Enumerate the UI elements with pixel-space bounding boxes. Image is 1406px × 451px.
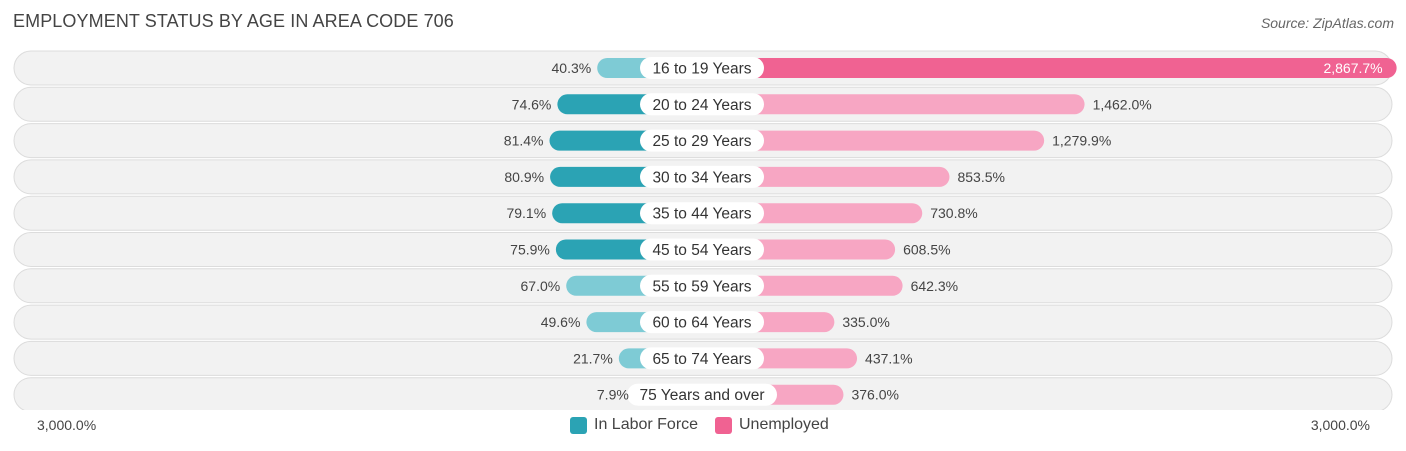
value-label-labor: 75.9% bbox=[510, 242, 550, 258]
category-label: 25 to 29 Years bbox=[652, 133, 751, 150]
legend-label-unemployed: Unemployed bbox=[739, 416, 829, 433]
value-label-unemployed: 437.1% bbox=[865, 350, 912, 366]
bar-unemployed bbox=[702, 94, 1085, 115]
legend-swatch-labor bbox=[570, 416, 587, 434]
category-label: 65 to 74 Years bbox=[652, 351, 751, 368]
category-label: 75 Years and over bbox=[640, 387, 765, 404]
value-label-unemployed: 642.3% bbox=[911, 278, 958, 294]
value-label-unemployed: 1,279.9% bbox=[1052, 133, 1111, 149]
category-pill bbox=[627, 383, 777, 406]
value-label-labor: 80.9% bbox=[504, 169, 544, 185]
category-pill bbox=[640, 347, 764, 370]
axis-max-label: 3,000.0% bbox=[1310, 417, 1370, 433]
value-label-unemployed: 730.8% bbox=[930, 205, 977, 221]
value-label-unemployed: 853.5% bbox=[957, 169, 1004, 185]
value-label-labor: 79.1% bbox=[506, 205, 546, 221]
value-label-unemployed: 1,462.0% bbox=[1093, 96, 1152, 112]
legend-swatch-unemployed bbox=[715, 416, 732, 434]
category-pill bbox=[640, 165, 764, 188]
category-label: 45 to 54 Years bbox=[652, 242, 751, 259]
category-pill bbox=[640, 93, 764, 116]
category-pill bbox=[640, 274, 764, 297]
source-label: Source: ZipAtlas.com bbox=[1260, 15, 1394, 31]
value-label-unemployed: 2,867.7% bbox=[1323, 60, 1382, 76]
value-label-labor: 81.4% bbox=[504, 133, 544, 149]
category-pill bbox=[640, 238, 764, 261]
category-pill bbox=[640, 202, 764, 225]
value-label-unemployed: 376.0% bbox=[851, 387, 898, 403]
category-label: 16 to 19 Years bbox=[652, 61, 751, 78]
category-label: 60 to 64 Years bbox=[652, 315, 751, 332]
category-label: 55 to 59 Years bbox=[652, 278, 751, 295]
category-pill bbox=[640, 129, 764, 152]
legend-item-labor[interactable]: In Labor Force bbox=[570, 416, 698, 434]
bar-unemployed bbox=[702, 130, 1045, 151]
value-label-labor: 67.0% bbox=[521, 278, 561, 294]
category-pill bbox=[640, 57, 764, 79]
value-label-labor: 7.9% bbox=[597, 387, 629, 403]
value-label-unemployed: 608.5% bbox=[903, 242, 950, 258]
value-label-labor: 49.6% bbox=[541, 314, 581, 330]
category-label: 35 to 44 Years bbox=[652, 206, 751, 223]
legend: In Labor Force Unemployed bbox=[0, 414, 1406, 438]
value-label-unemployed: 335.0% bbox=[842, 314, 889, 330]
axis-min-label: 3,000.0% bbox=[37, 417, 97, 433]
value-label-labor: 74.6% bbox=[512, 96, 552, 112]
category-label: 20 to 24 Years bbox=[652, 97, 751, 114]
category-label: 30 to 34 Years bbox=[652, 169, 751, 186]
value-label-labor: 21.7% bbox=[573, 350, 613, 366]
legend-label-labor: In Labor Force bbox=[594, 416, 699, 433]
chart-title: EMPLOYMENT STATUS BY AGE IN AREA CODE 70… bbox=[13, 11, 454, 31]
bar-unemployed bbox=[702, 58, 1397, 78]
bar-unemployed bbox=[702, 166, 950, 187]
category-pill bbox=[640, 311, 764, 334]
value-label-labor: 40.3% bbox=[552, 60, 592, 76]
chart-area: 16 to 19 Years 40.3% 2,867.7% 20 to 24 Year… bbox=[13, 50, 1397, 410]
legend-item-unemployed[interactable]: Unemployed bbox=[715, 416, 829, 434]
